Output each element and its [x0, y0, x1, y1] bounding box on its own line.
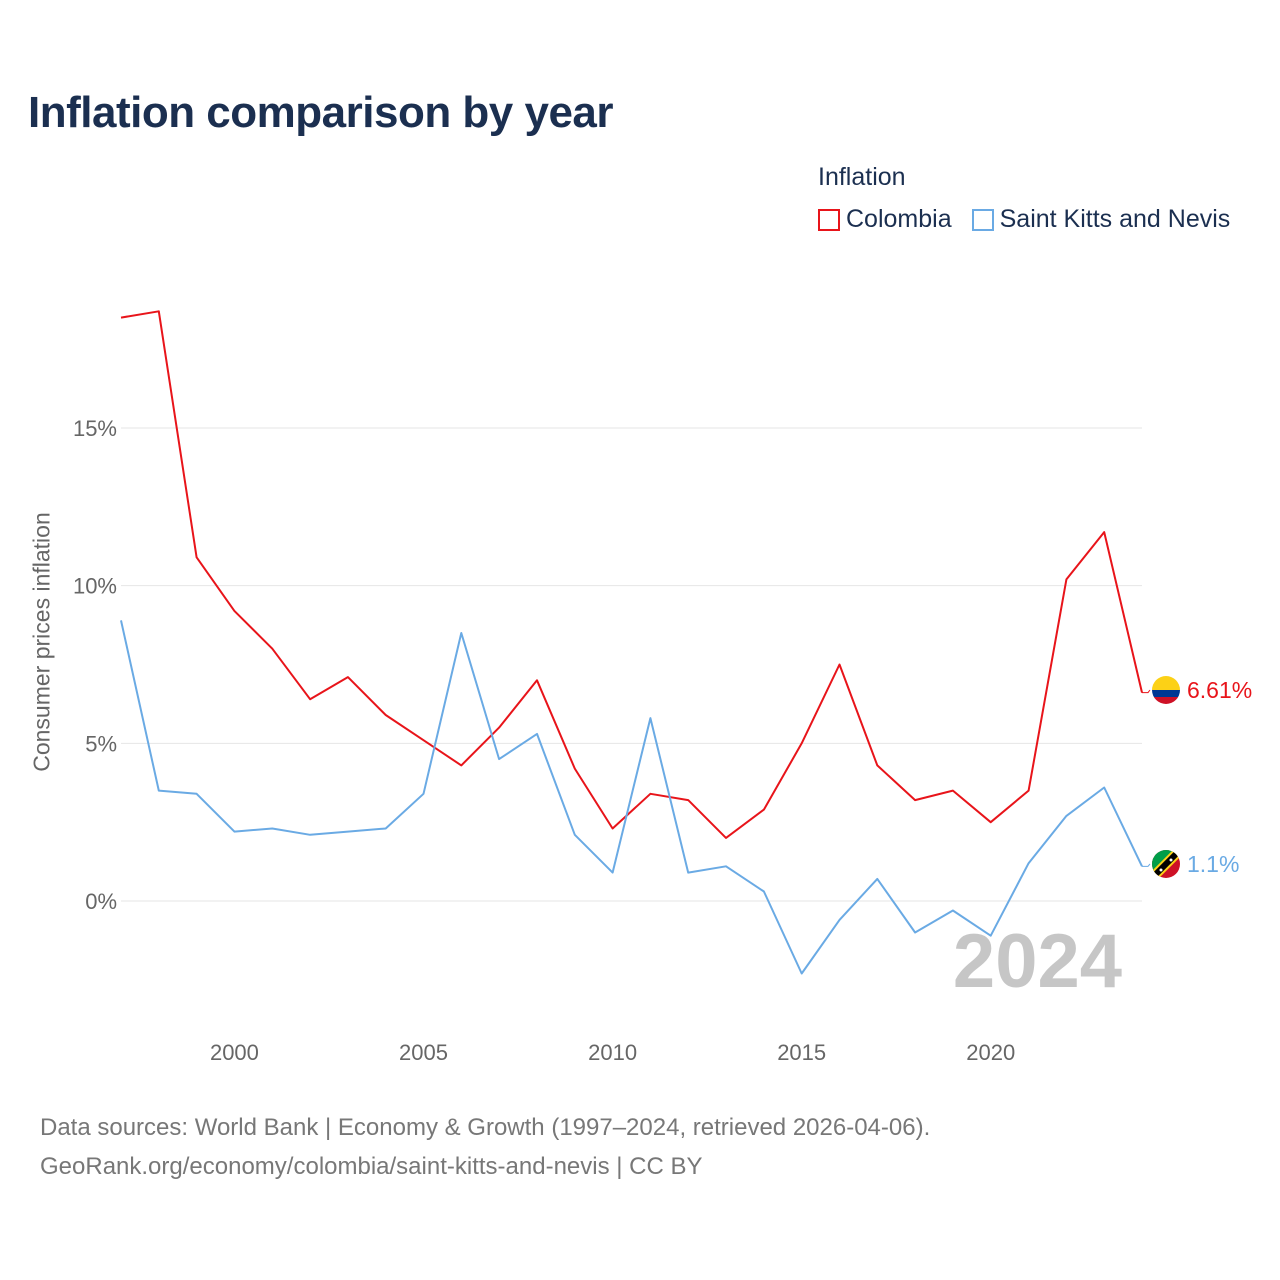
legend-label-saint-kitts: Saint Kitts and Nevis: [999, 205, 1231, 233]
legend-swatch-colombia: [818, 208, 840, 231]
legend-label-colombia: Colombia: [846, 205, 952, 233]
y-tick-label: 10%: [73, 574, 117, 599]
end-value-label: 1.1%: [1187, 851, 1239, 877]
end-value-label: 6.61%: [1187, 677, 1252, 703]
x-tick-label: 2000: [210, 1040, 259, 1065]
legend-swatch-saint-kitts: [971, 208, 994, 231]
series-line-colombia[interactable]: [120, 310, 1143, 839]
saint-kitts-and-nevis-flag-icon: [1152, 850, 1180, 878]
colombia-flag-icon: [1152, 676, 1180, 704]
legend: Colombia Saint Kitts and Nevis: [818, 205, 1250, 234]
y-tick-label: 0%: [85, 889, 117, 914]
source-note: Data sources: World Bank | Economy & Gro…: [40, 1108, 930, 1186]
source-line-1: Data sources: World Bank | Economy & Gro…: [40, 1114, 931, 1141]
end-label-connector: [1142, 689, 1151, 694]
page-title: Inflation comparison by year: [28, 88, 614, 137]
x-tick-label: 2015: [777, 1040, 826, 1065]
end-label-connector: [1142, 863, 1151, 867]
x-tick-label: 2020: [966, 1040, 1015, 1065]
year-watermark: 2024: [952, 919, 1122, 1004]
x-tick-label: 2010: [588, 1040, 637, 1065]
legend-item-saint-kitts[interactable]: Saint Kitts and Nevis: [971, 205, 1231, 234]
y-tick-label: 5%: [85, 731, 117, 756]
source-line-2[interactable]: GeoRank.org/economy/colombia/saint-kitts…: [40, 1153, 703, 1180]
legend-item-colombia[interactable]: Colombia: [818, 205, 952, 234]
series-line-saint-kitts-and-nevis[interactable]: [120, 620, 1143, 975]
x-tick-label: 2005: [399, 1040, 448, 1065]
legend-title: Inflation: [818, 163, 906, 191]
y-tick-label: 15%: [73, 416, 117, 441]
